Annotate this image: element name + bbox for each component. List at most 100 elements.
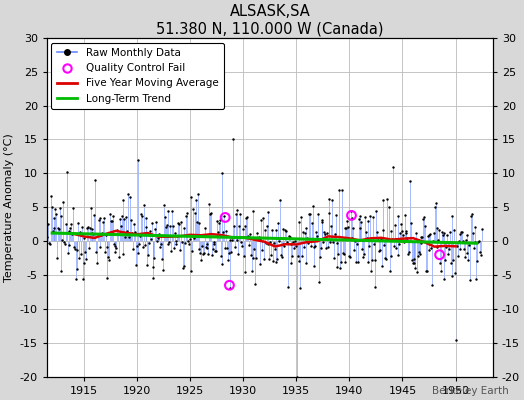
Point <box>193 219 201 226</box>
Point <box>292 374 301 380</box>
Point <box>57 268 66 274</box>
Point <box>98 230 106 236</box>
Point <box>420 214 428 221</box>
Point <box>170 229 179 236</box>
Point <box>377 262 386 269</box>
Point <box>270 246 279 253</box>
Point <box>303 235 312 241</box>
Point <box>460 246 468 252</box>
Point <box>156 244 164 250</box>
Point <box>57 213 65 220</box>
Point <box>283 238 291 245</box>
Point <box>300 244 308 251</box>
Point <box>221 245 230 251</box>
Point <box>187 194 195 200</box>
Point <box>66 225 74 231</box>
Point <box>286 234 294 240</box>
Point <box>346 208 355 215</box>
Point <box>71 246 79 252</box>
Point <box>163 208 172 214</box>
Text: Berkeley Earth: Berkeley Earth <box>432 386 508 396</box>
Point <box>417 239 425 246</box>
Point <box>96 215 105 221</box>
Point <box>201 244 210 250</box>
Point <box>436 260 444 266</box>
Point <box>267 252 275 258</box>
Point <box>382 256 390 263</box>
Point <box>196 250 204 256</box>
Point <box>138 213 146 220</box>
Point <box>440 276 448 283</box>
Point <box>167 248 176 255</box>
Point <box>450 227 458 234</box>
Point <box>346 254 354 261</box>
Point <box>71 275 80 282</box>
Point <box>165 238 173 245</box>
Point <box>463 232 472 238</box>
Point <box>375 248 383 254</box>
Point <box>360 250 368 257</box>
Point <box>170 245 178 252</box>
Point <box>363 218 372 225</box>
Point <box>401 228 410 234</box>
Point <box>111 249 119 255</box>
Point <box>123 228 131 234</box>
Point <box>397 220 406 227</box>
Point <box>294 219 303 225</box>
Point <box>220 212 228 219</box>
Point <box>176 247 184 254</box>
Point <box>74 220 82 226</box>
Point <box>350 247 358 254</box>
Point <box>258 247 266 254</box>
Point <box>363 235 371 242</box>
Point <box>370 284 379 290</box>
Point <box>149 275 158 282</box>
Point <box>386 268 394 274</box>
Point <box>271 259 280 266</box>
Point <box>237 239 245 246</box>
Point <box>359 254 367 260</box>
Point <box>348 214 357 221</box>
Point <box>247 252 255 258</box>
Point <box>245 241 253 248</box>
Point <box>216 253 225 260</box>
Point <box>140 242 149 248</box>
Point <box>81 249 90 256</box>
Point <box>51 206 59 212</box>
Point <box>369 214 377 220</box>
Point <box>429 238 437 244</box>
Point <box>256 236 265 242</box>
Point <box>119 250 127 257</box>
Point <box>95 243 104 250</box>
Point <box>332 212 340 218</box>
Point <box>439 232 447 238</box>
Point <box>60 238 68 245</box>
Point <box>387 228 396 234</box>
Point <box>184 241 193 248</box>
Point <box>84 224 92 230</box>
Point <box>313 233 321 239</box>
Point <box>127 216 136 223</box>
Point <box>139 202 148 208</box>
Point <box>447 213 456 220</box>
Point <box>435 227 443 234</box>
Point <box>399 232 407 238</box>
Point <box>308 220 316 226</box>
Point <box>291 238 299 244</box>
Point <box>388 236 397 242</box>
Point <box>147 220 156 226</box>
Point <box>299 229 307 235</box>
Point <box>259 215 267 222</box>
Point <box>70 244 78 250</box>
Point <box>85 224 94 231</box>
Y-axis label: Temperature Anomaly (°C): Temperature Anomaly (°C) <box>4 133 14 282</box>
Point <box>172 238 181 244</box>
Point <box>59 198 68 205</box>
Point <box>341 259 350 265</box>
Point <box>315 254 324 260</box>
Point <box>292 242 300 249</box>
Point <box>48 203 56 210</box>
Point <box>94 230 102 237</box>
Point <box>416 250 424 257</box>
Point <box>118 197 127 203</box>
